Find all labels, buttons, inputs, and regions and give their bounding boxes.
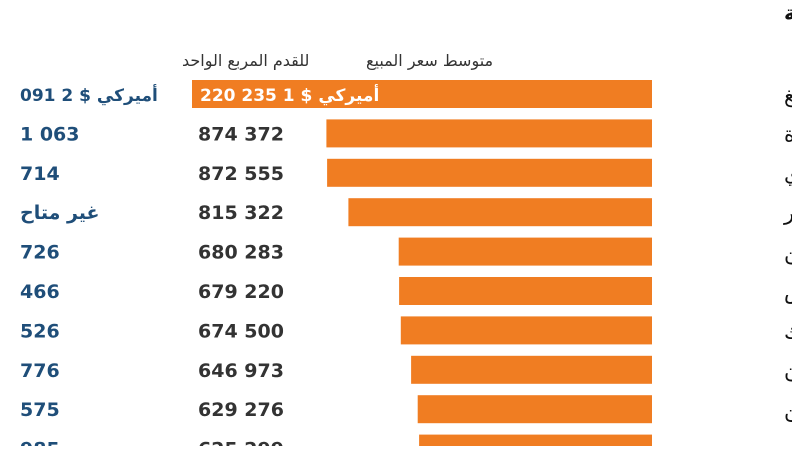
per-sqft-label-4: 726	[20, 242, 60, 264]
bar-3	[348, 198, 652, 227]
per-sqft-label-5: 466	[20, 281, 60, 303]
bar-2	[327, 158, 652, 187]
price-label-0: 220 235 1 $ أميركي	[200, 84, 379, 106]
price-label-1: 874 372	[198, 123, 284, 145]
category-label-3: فانكوفر	[783, 201, 792, 225]
price-column-header: متوسط سعر المبيع	[366, 51, 493, 71]
bars-layer: هونغ كونغ 220 235 1 $ أميركي 091 2 $ أميرك…	[20, 80, 792, 450]
per-sqft-label-3: غير متاح	[20, 202, 100, 224]
bar-9	[419, 434, 652, 450]
per-sqft-column-header: للقدم المربع الواحد	[182, 51, 309, 71]
bar-7	[411, 355, 652, 384]
price-label-3: 815 322	[198, 202, 284, 224]
category-label-1: سنغافورة	[784, 122, 792, 146]
category-label-4: شينزين	[784, 241, 792, 265]
price-label-8: 629 276	[198, 399, 284, 421]
category-label-2: شنغهاي	[784, 162, 792, 186]
price-label-4: 680 283	[198, 242, 284, 264]
per-sqft-label-6: 526	[20, 320, 60, 342]
per-sqft-label-9: 985	[20, 439, 60, 446]
chart-title: وفقا لتقرير صدر عام 2019 عن شركة «سي بي …	[784, 0, 792, 26]
price-label-9: 625 299	[198, 439, 284, 446]
bar-4	[398, 237, 652, 266]
category-label-0: هونغ كونغ	[784, 83, 792, 107]
bar-8	[417, 395, 652, 424]
per-sqft-label-1: 1 063	[20, 123, 80, 145]
price-label-7: 646 973	[198, 360, 284, 382]
per-sqft-label-8: 575	[20, 399, 60, 421]
bar-0	[192, 80, 652, 108]
price-label-6: 674 500	[198, 320, 284, 342]
per-sqft-label-7: 776	[20, 360, 60, 382]
price-label-2: 872 555	[198, 163, 284, 185]
category-label-8: بكين	[784, 398, 792, 422]
per-sqft-label-0: 091 2 $ أميركي	[20, 84, 158, 106]
bar-5	[399, 277, 652, 305]
category-label-7: لندن	[784, 359, 792, 383]
category-label-6: نيويورك	[784, 319, 792, 343]
price-label-5: 679 220	[198, 281, 284, 303]
per-sqft-label-2: 714	[20, 163, 60, 185]
bar-6	[400, 316, 652, 345]
category-label-5: لوس أنجليس	[784, 278, 792, 304]
bar-1	[326, 119, 652, 148]
